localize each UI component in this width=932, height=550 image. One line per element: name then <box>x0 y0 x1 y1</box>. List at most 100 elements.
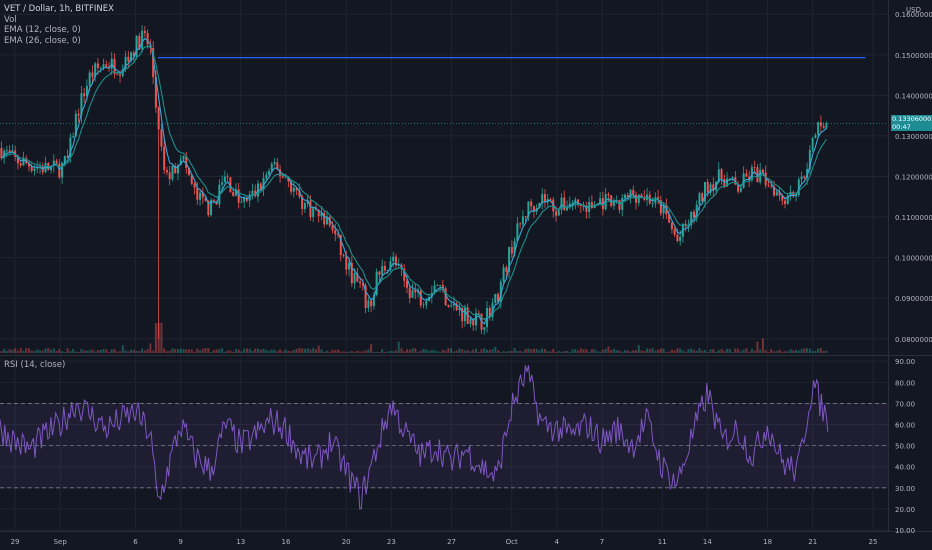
candle-body <box>375 271 378 295</box>
volume-bar <box>560 351 563 353</box>
volume-bar <box>541 348 544 353</box>
rsi-pane[interactable] <box>0 365 888 510</box>
candle-body <box>320 212 323 217</box>
volume-bar <box>679 348 682 353</box>
ema26-indicator-label[interactable]: EMA (26, close, 0) <box>4 35 81 46</box>
candle-body <box>370 300 373 307</box>
volume-bar <box>579 348 582 353</box>
volume-bar <box>215 349 218 353</box>
volume-bar <box>728 348 731 353</box>
candle-body <box>706 181 709 193</box>
rsi-indicator-label[interactable]: RSI (14, close) <box>4 360 66 370</box>
volume-bar <box>428 350 431 353</box>
candle-body <box>348 262 351 270</box>
volume-bar <box>422 348 425 353</box>
candle-body <box>739 187 742 192</box>
candle-body <box>441 285 444 289</box>
volume-bar <box>160 323 163 353</box>
candle-body <box>287 176 290 182</box>
volume-bar <box>585 349 588 353</box>
candle-body <box>422 304 425 306</box>
candle-body <box>141 30 144 50</box>
volume-bar <box>670 349 673 353</box>
volume-bar <box>748 351 751 353</box>
candle-body <box>560 197 563 210</box>
volume-bar <box>811 350 814 353</box>
candle-body <box>406 280 408 288</box>
volume-bar <box>797 350 800 353</box>
candle-body <box>797 179 800 195</box>
candle-body <box>657 197 660 200</box>
volume-bar <box>521 351 524 353</box>
candle-body <box>317 209 320 217</box>
volume-bar <box>237 349 240 353</box>
candle-body <box>378 271 381 275</box>
volume-bar <box>681 350 684 353</box>
volume-bar <box>734 348 737 353</box>
volume-bar <box>359 351 362 353</box>
volume-bar <box>141 348 144 353</box>
candle-body <box>138 35 141 50</box>
ema12-indicator-label[interactable]: EMA (12, close, 0) <box>4 25 81 35</box>
volume-bar <box>345 351 348 353</box>
candle-body <box>450 305 453 307</box>
candle-body <box>720 169 723 179</box>
candle-body <box>91 72 94 77</box>
volume-bar <box>281 351 284 353</box>
volume-bar <box>637 345 640 353</box>
candle-body <box>463 307 466 322</box>
candle-body <box>11 150 14 153</box>
time-tick-label: 29 <box>11 538 20 546</box>
volume-bar <box>331 349 334 353</box>
time-axis[interactable]: 29 Sep 6 9 13 16 20 23 27 Oct 4 7 11 14 18 21 25 <box>11 538 878 546</box>
candle-body <box>419 290 422 306</box>
volume-bar <box>698 348 701 353</box>
volume-bar <box>339 351 342 353</box>
candle-body <box>232 192 235 196</box>
volume-bar <box>784 351 787 353</box>
volume-bar <box>270 349 273 353</box>
candle-body <box>196 187 199 200</box>
currency-label: USD <box>906 6 921 14</box>
candle-body <box>582 205 585 207</box>
volume-bar <box>279 349 282 353</box>
candle-body <box>411 290 414 298</box>
candle-body <box>281 176 284 178</box>
candle-body <box>610 195 613 206</box>
volume-bar <box>601 349 604 353</box>
volume-bar <box>676 348 679 353</box>
volume-bar <box>287 350 290 353</box>
volume-bar <box>163 348 166 353</box>
volume-bar <box>94 351 97 353</box>
volume-bar <box>284 349 287 353</box>
candle-body <box>74 113 77 137</box>
horizontal-line-drawing[interactable] <box>0 57 888 124</box>
candle-body <box>143 30 146 34</box>
candle-body <box>717 169 720 182</box>
candle-body <box>497 293 500 303</box>
volume-bar <box>234 348 237 353</box>
vol-indicator-label[interactable]: Vol <box>4 14 17 25</box>
candle-body <box>629 189 632 198</box>
volume-bar <box>704 350 707 353</box>
volume-bar <box>662 348 665 353</box>
symbol-title[interactable]: VET / Dollar, 1h, BITFINEX <box>4 4 114 14</box>
candle-body <box>819 122 822 127</box>
volume-bar <box>411 348 414 353</box>
volume-bar <box>612 348 615 353</box>
volume-bar <box>165 351 168 353</box>
ema12-line <box>0 37 827 325</box>
candle-body <box>555 211 558 216</box>
volume-bar <box>723 350 726 353</box>
candle-body <box>786 195 789 204</box>
candle-body <box>692 211 695 218</box>
volume-bar <box>262 348 265 353</box>
candle-body <box>337 234 340 235</box>
candle-body <box>549 198 552 200</box>
volume-bar <box>546 351 549 353</box>
candle-body <box>474 312 477 326</box>
volume-bar <box>742 349 745 353</box>
